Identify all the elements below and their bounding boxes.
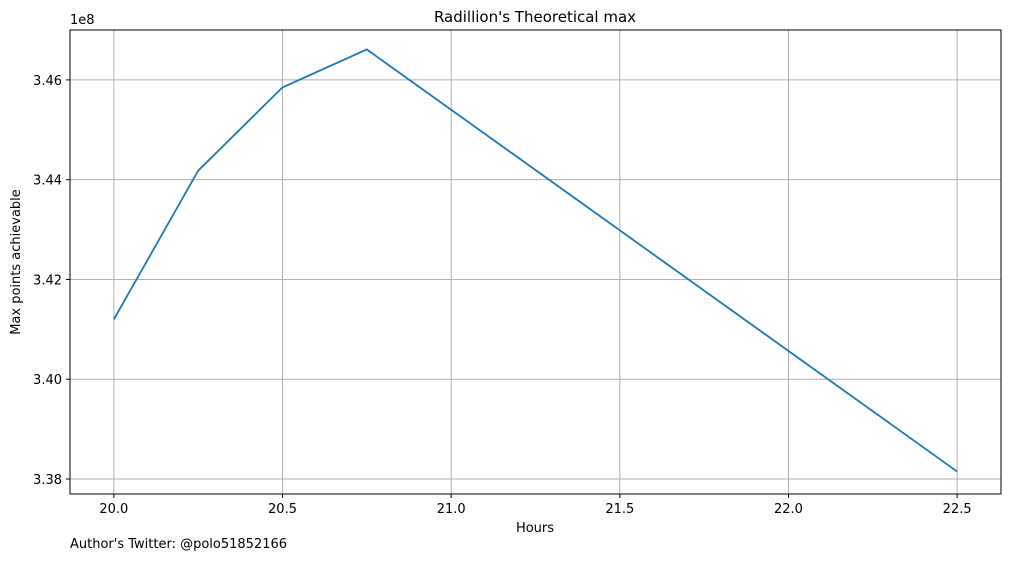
x-tick-label: 21.5 xyxy=(605,502,634,517)
author-credit: Author's Twitter: @polo51852166 xyxy=(70,537,288,552)
y-tick-label: 3.44 xyxy=(33,174,62,189)
x-tick-label: 20.5 xyxy=(268,502,297,517)
y-tick-label: 3.40 xyxy=(33,373,62,388)
x-tick-label: 21.0 xyxy=(437,502,466,517)
y-tick-label: 3.46 xyxy=(33,74,62,89)
y-tick-label: 3.42 xyxy=(33,273,62,288)
y-axis-label: Max points achievable xyxy=(9,189,24,335)
x-tick-label: 20.0 xyxy=(99,502,128,517)
x-tick-label: 22.0 xyxy=(774,502,803,517)
series-line xyxy=(113,48,958,473)
x-axis-label: Hours xyxy=(516,521,554,536)
y-axis-ticks: 3.38 3.40 3.42 3.44 3.46 xyxy=(33,74,70,488)
series-layer xyxy=(113,48,958,473)
chart-title: Radillion's Theoretical max xyxy=(434,8,636,26)
y-tick-label: 3.38 xyxy=(33,473,62,488)
y-axis-offset-label: 1e8 xyxy=(70,13,95,28)
grid-lines xyxy=(70,30,1001,494)
x-tick-label: 22.5 xyxy=(943,502,972,517)
plot-frame xyxy=(69,29,1002,495)
x-axis-ticks: 20.0 20.5 21.0 21.5 22.0 22.5 xyxy=(99,494,972,517)
